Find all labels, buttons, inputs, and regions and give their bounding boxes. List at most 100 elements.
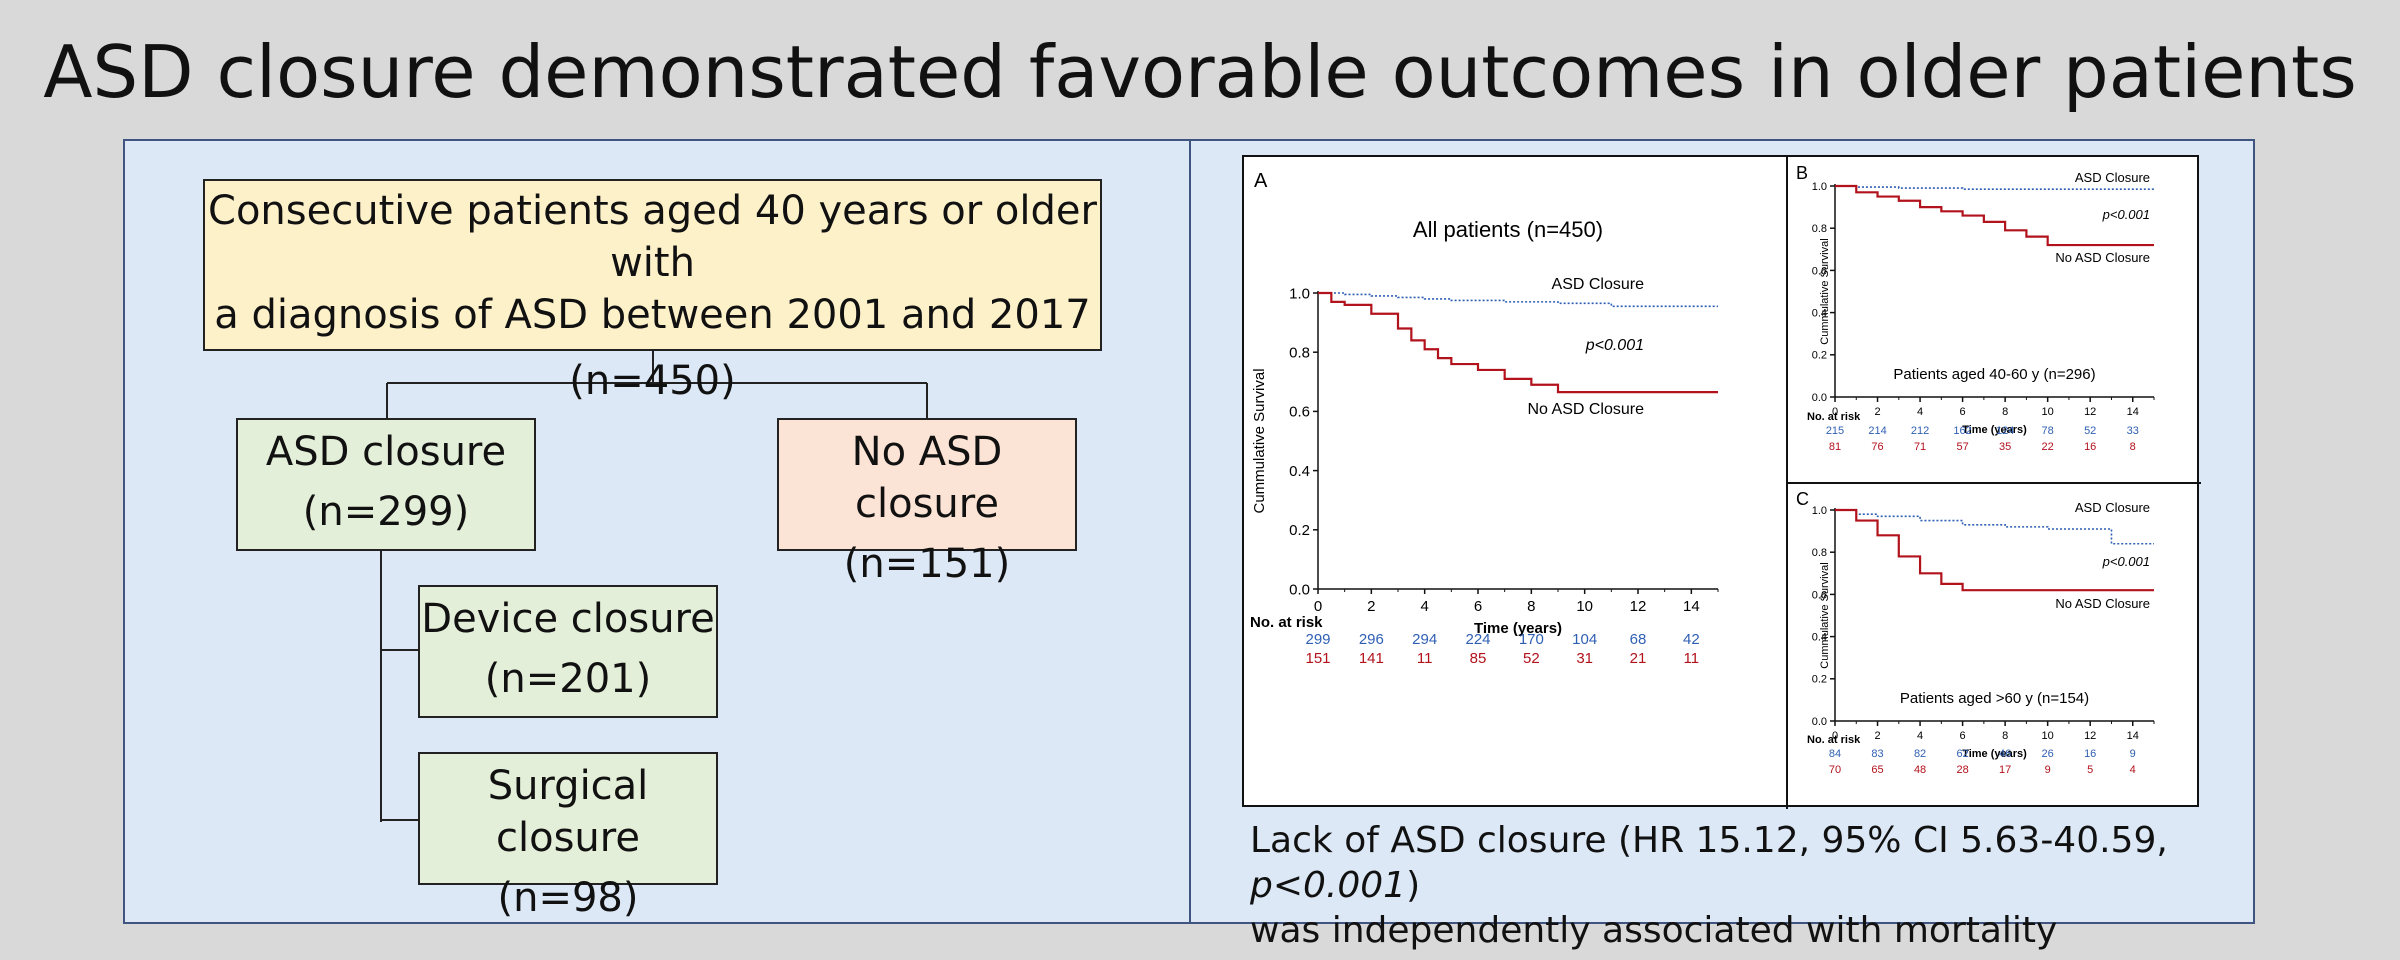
panel-c-risk-value: 5 <box>2087 764 2093 776</box>
panel-c-risk-value: 4 <box>2130 764 2136 776</box>
summary-pre: Lack of ASD closure (HR 15.12, 95% CI 5.… <box>1250 820 2168 861</box>
panel-a-risk-value: 296 <box>1359 631 1384 648</box>
panel-b-y-tick-label: 0.2 <box>1812 350 1827 362</box>
panel-b-x-tick-label: 6 <box>1960 406 1966 418</box>
panel-a-x-tick-label: 8 <box>1527 598 1535 615</box>
panel-b-risk-value: 124 <box>1996 425 2014 437</box>
panel-b-xlabel: Time (years) <box>1962 424 2027 436</box>
surgical-closure-box: Surgical closure (n=98) <box>418 752 718 921</box>
surgical-closure-label: Surgical closure <box>487 763 649 861</box>
panel-c-risk-value: 26 <box>2042 748 2054 760</box>
panel-a-x-tick-label: 12 <box>1630 598 1647 615</box>
panel-c-risk-value: 62 <box>1956 748 1968 760</box>
panel-b-title: Patients aged 40-60 y (n=296) <box>1893 366 2095 383</box>
panel-a-ylabel: Cummulative Survival <box>1251 368 1268 513</box>
panel-b-risk-value: 16 <box>2084 441 2096 453</box>
panel-b-risk-value: 8 <box>2130 441 2136 453</box>
panel-b-asd-closure-curve <box>1835 185 2154 190</box>
panel-c-label-asd-closure: ASD Closure <box>2075 500 2150 515</box>
panel-b-x-tick-label: 12 <box>2084 406 2096 418</box>
panel-a-y-tick-label: 0.8 <box>1289 344 1310 361</box>
root-n: (n=450) <box>569 358 736 404</box>
asd-closure-n: (n=299) <box>302 489 470 535</box>
page-title: ASD closure demonstrated favorable outco… <box>43 30 2357 114</box>
panel-a-y-tick-label: 1.0 <box>1289 285 1310 302</box>
panel-c-x-tick-label: 12 <box>2084 730 2096 742</box>
asd-closure-label: ASD closure <box>265 429 507 475</box>
panel-b-risk-value: 162 <box>1953 425 1971 437</box>
panel-a-risk-value: 85 <box>1470 650 1487 667</box>
panel-a-risk-value: 170 <box>1519 631 1544 648</box>
panel-b-y-tick-label: 0.4 <box>1812 307 1827 319</box>
panel-a-letter: A <box>1254 170 1268 192</box>
panel-a-risk-value: 31 <box>1576 650 1593 667</box>
panel-a-x-tick-label: 4 <box>1420 598 1428 615</box>
panel-a-y-tick-label: 0.6 <box>1289 404 1310 421</box>
flowchart-root-box: Consecutive patients aged 40 years or ol… <box>203 179 1102 404</box>
surgical-closure-n: (n=98) <box>497 875 639 921</box>
summary-post: ) <box>1406 865 1421 906</box>
panel-c-y-tick-label: 0.0 <box>1812 716 1827 728</box>
panel-c-risk-value: 65 <box>1871 764 1883 776</box>
panel-c-risk-value: 28 <box>1956 764 1968 776</box>
panel-a-y-tick-label: 0.4 <box>1289 463 1310 480</box>
panel-c-letter: C <box>1796 489 1809 509</box>
panel-a-x-tick-label: 10 <box>1576 598 1593 615</box>
panel-c-risk-value: 9 <box>2130 748 2136 760</box>
panel-c-x-tick-label: 4 <box>1917 730 1923 742</box>
panel-a-asd-closure-curve <box>1318 292 1718 308</box>
panel-b-x-tick-label: 14 <box>2127 406 2139 418</box>
panel-b-x-tick-label: 0 <box>1832 406 1838 418</box>
panel-b-risk-value: 22 <box>2042 441 2054 453</box>
panel-a-label-no-asd-closure: No ASD Closure <box>1528 401 1645 418</box>
panel-b-risk-value: 214 <box>1868 425 1886 437</box>
panel-c-x-tick-label: 2 <box>1874 730 1880 742</box>
summary-text: Lack of ASD closure (HR 15.12, 95% CI 5.… <box>1250 818 2250 953</box>
summary-line2: was independently associated with mortal… <box>1250 910 2058 951</box>
panel-c-risk-value: 70 <box>1829 764 1841 776</box>
panel-c-risk-value: 9 <box>2045 764 2051 776</box>
panel-b-ylabel: Cummulative Survival <box>1819 238 1831 344</box>
panel-a-x-tick-label: 6 <box>1474 598 1482 615</box>
panel-b-x-tick-label: 2 <box>1874 406 1880 418</box>
panel-b-letter: B <box>1796 163 1808 183</box>
panel-c-x-tick-label: 8 <box>2002 730 2008 742</box>
device-closure-n: (n=201) <box>484 656 652 702</box>
no-asd-closure-label: No ASD closure <box>851 429 1003 527</box>
panel-b-y-tick-label: 1.0 <box>1812 181 1827 193</box>
panel-c-y-tick-label: 0.8 <box>1812 547 1827 559</box>
panel-a-risk-value: 299 <box>1305 631 1330 648</box>
panel-a-risk-value: 294 <box>1412 631 1437 648</box>
panel-c-no-asd-closure-curve <box>1835 508 2154 592</box>
panel-a-risk-value: 11 <box>1684 650 1700 667</box>
device-closure-box: Device closure (n=201) <box>418 585 718 718</box>
panel-c-risk-value: 83 <box>1871 748 1883 760</box>
panel-c-label-no-asd-closure: No ASD Closure <box>2055 596 2150 611</box>
panel-a-risk-value: 224 <box>1465 631 1490 648</box>
panel-c-ylabel: Cummulative Survival <box>1819 562 1831 668</box>
panel-a-x-tick-label: 0 <box>1314 598 1322 615</box>
panel-c-risk-value: 48 <box>1914 764 1926 776</box>
panel-b-risk-value: 52 <box>2084 425 2096 437</box>
panel-c-risk-value: 16 <box>2084 748 2096 760</box>
panel-a-label-asd-closure: ASD Closure <box>1552 276 1645 293</box>
km-charts-svg: A All patients (n=450) 0.0 0.2 0.4 0.6 0.8 1.0 0… <box>1250 157 2201 809</box>
km-figure: A All patients (n=450) 0.0 0.2 0.4 0.6 0.8 1.0 0… <box>1242 155 2201 809</box>
panel-b-risk-value: 33 <box>2127 425 2139 437</box>
panel-c-asd-closure-curve <box>1835 509 2154 545</box>
panel-b-risk-value: 78 <box>2042 425 2054 437</box>
device-closure-label: Device closure <box>421 596 715 642</box>
panel-c-x-tick-label: 10 <box>2042 730 2054 742</box>
panel-a-risk-value: 21 <box>1630 650 1647 667</box>
panel-a-title: All patients (n=450) <box>1413 217 1603 242</box>
panel-a-risk-value: 104 <box>1572 631 1597 648</box>
panel-a-xlabel: Time (years) <box>1474 620 1562 637</box>
panel-c-risk-value: 82 <box>1914 748 1926 760</box>
panel-c-xlabel: Time (years) <box>1962 748 2027 760</box>
panel-b-risk-value: 76 <box>1871 441 1883 453</box>
panel-a-x-tick-label: 2 <box>1367 598 1375 615</box>
panel-a-y-tick-label: 0.0 <box>1289 581 1310 598</box>
panel-c-y-tick-label: 1.0 <box>1812 505 1827 517</box>
panel-c-title: Patients aged >60 y (n=154) <box>1900 690 2089 707</box>
